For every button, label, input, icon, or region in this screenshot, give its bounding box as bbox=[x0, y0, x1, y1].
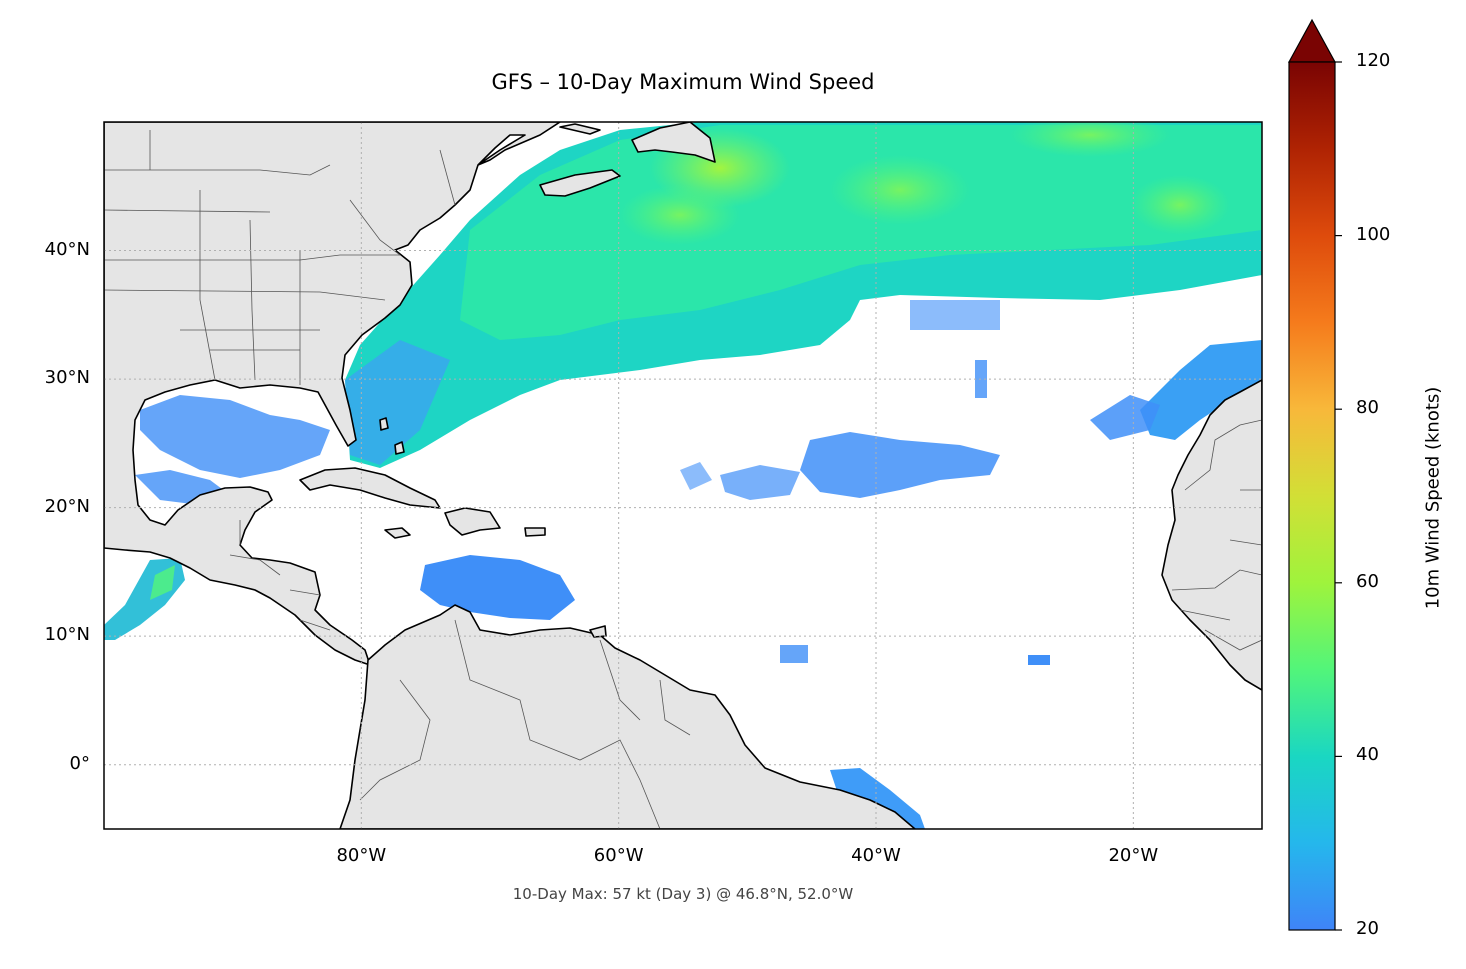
colorbar-title: 10m Wind Speed (knots) bbox=[1422, 386, 1444, 610]
map-gridlines bbox=[104, 122, 1262, 829]
lat-label: 10°N bbox=[44, 624, 90, 646]
colorbar-extend-triangle bbox=[1287, 18, 1337, 63]
land-newfoundland bbox=[631, 122, 716, 163]
colorbar-tick-label: 100 bbox=[1356, 223, 1391, 245]
lat-label: 40°N bbox=[44, 238, 90, 260]
wind-patch-caribbean bbox=[420, 555, 575, 620]
lon-label: 60°W bbox=[593, 845, 644, 866]
land-africa bbox=[1161, 379, 1262, 691]
wind-patch-gulf bbox=[140, 395, 330, 478]
colorbar-ticks bbox=[1335, 61, 1342, 931]
lon-label: 40°W bbox=[851, 845, 901, 866]
map-title: GFS – 10-Day Maximum Wind Speed bbox=[491, 70, 875, 94]
lat-label: 0° bbox=[69, 752, 90, 774]
land-south-america bbox=[339, 604, 916, 829]
colorbar-gradient bbox=[1288, 61, 1336, 931]
colorbar-tick-label: 60 bbox=[1356, 570, 1379, 592]
colorbar-tick-label: 120 bbox=[1356, 50, 1391, 71]
colorbar-tick-label: 40 bbox=[1356, 744, 1379, 766]
wind-patch-east-atlantic bbox=[1140, 340, 1262, 440]
lat-label: 20°N bbox=[44, 495, 90, 517]
lat-label: 30°N bbox=[44, 367, 90, 389]
land-north-america bbox=[104, 122, 561, 666]
wind-speed-field bbox=[104, 122, 1262, 829]
colorbar-tick-label: 80 bbox=[1356, 397, 1379, 419]
max-wind-footnote: 10-Day Max: 57 kt (Day 3) @ 46.8°N, 52.0… bbox=[512, 885, 854, 903]
political-borders bbox=[104, 130, 1262, 829]
wind-patch-trade-winds bbox=[800, 432, 1000, 498]
land-hispaniola bbox=[444, 507, 501, 536]
land-masses bbox=[104, 122, 1262, 829]
colorbar bbox=[1287, 18, 1342, 931]
lon-label: 20°W bbox=[1108, 845, 1159, 866]
map-frame bbox=[103, 121, 1263, 830]
lon-label: 80°W bbox=[336, 845, 387, 866]
colorbar-tick-label: 20 bbox=[1356, 918, 1379, 939]
